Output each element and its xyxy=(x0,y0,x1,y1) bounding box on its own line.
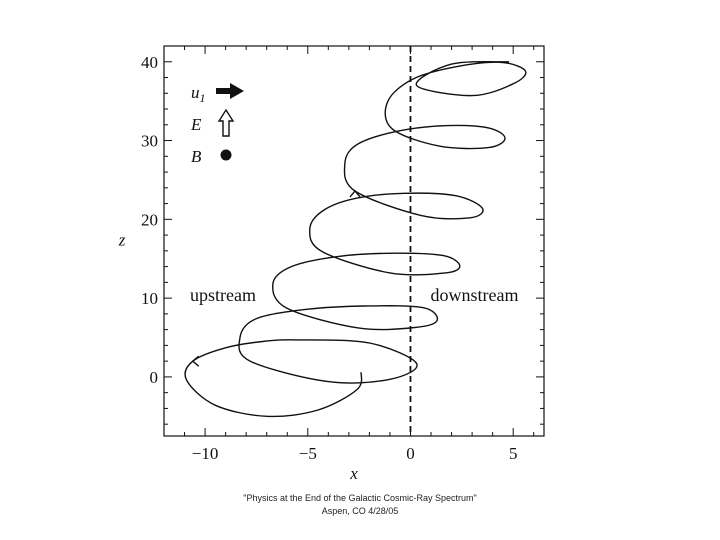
y-tick-label: 0 xyxy=(150,368,159,387)
x-axis-title: x xyxy=(349,464,358,483)
trajectory-line xyxy=(184,60,527,418)
plot-frame xyxy=(163,45,545,437)
upstream-label: upstream xyxy=(190,285,256,305)
y-tick-label: 10 xyxy=(141,289,158,308)
legend-label-u: u1 xyxy=(191,83,206,105)
legend-label-e: E xyxy=(190,115,202,134)
x-axis-ticks xyxy=(163,46,535,436)
caption-location-date: Aspen, CO 4/28/05 xyxy=(321,506,399,516)
direction-arrow-left xyxy=(191,355,200,367)
x-tick-label: −5 xyxy=(299,444,317,463)
hollow-up-arrow-icon xyxy=(217,108,235,137)
y-tick-label: 40 xyxy=(141,53,158,72)
solid-right-arrow-icon xyxy=(216,83,244,99)
x-tick-label: 5 xyxy=(509,444,518,463)
filled-dot-icon xyxy=(220,149,232,161)
y-axis-ticks xyxy=(164,45,544,425)
x-tick-label: 0 xyxy=(406,444,415,463)
caption-title: "Physics at the End of the Galactic Cosm… xyxy=(243,493,477,503)
y-tick-label: 30 xyxy=(141,132,158,151)
legend: u1 E B xyxy=(190,83,244,166)
x-tick-label: −10 xyxy=(192,444,219,463)
y-axis-title: z xyxy=(118,230,126,249)
y-tick-label: 20 xyxy=(141,210,158,229)
downstream-label: downstream xyxy=(430,285,518,305)
legend-label-b: B xyxy=(191,147,202,166)
direction-arrows xyxy=(191,189,361,367)
direction-arrow-up xyxy=(349,189,361,198)
y-axis-tick-labels: 0 10 20 30 40 xyxy=(141,53,158,387)
x-axis-tick-labels: −10 −5 0 5 xyxy=(192,444,518,463)
